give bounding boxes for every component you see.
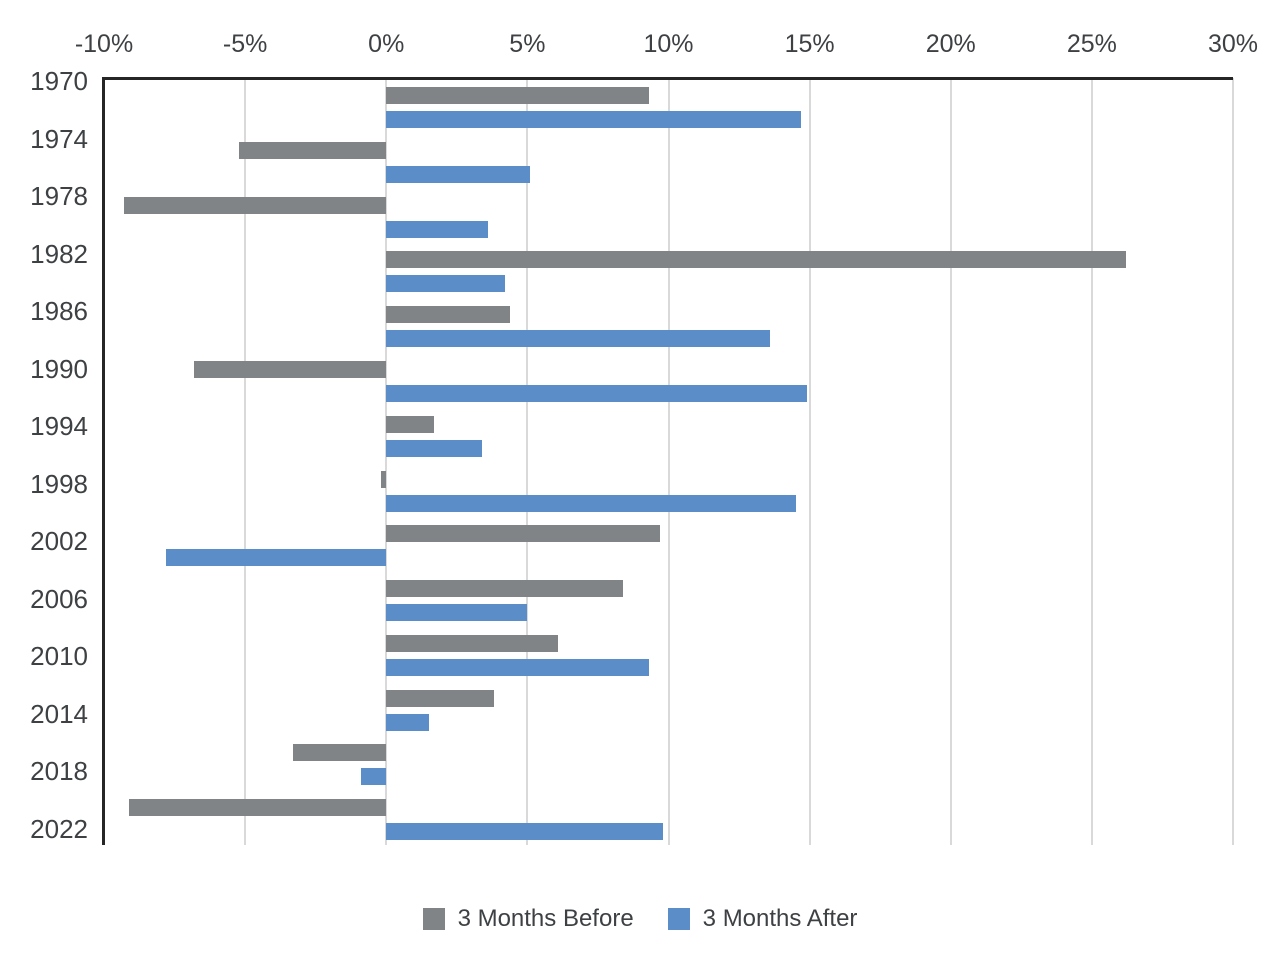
bar-1994-before — [386, 415, 435, 433]
x-tick-label: -10% — [74, 30, 134, 58]
x-tick-label: 20% — [925, 30, 976, 58]
bar-2010-after — [386, 658, 649, 676]
gridline-15 — [808, 78, 811, 845]
bar-1978-after — [386, 220, 488, 238]
x-tick-label: -5% — [222, 30, 268, 58]
bar-2022-before — [129, 799, 387, 817]
y-tick-label: 1970 — [30, 66, 88, 96]
bar-1974-after — [386, 165, 531, 183]
y-tick-label: 1998 — [30, 468, 88, 499]
gridline-0 — [385, 78, 388, 845]
bar-2010-before — [386, 634, 559, 652]
y-tick-label: 1982 — [30, 238, 88, 269]
gridline-25 — [1090, 78, 1093, 845]
y-tick-label: 2014 — [30, 698, 88, 729]
gridline-20 — [949, 78, 952, 845]
y-tick-label: 1994 — [30, 411, 88, 441]
bar-1998-after — [386, 494, 796, 512]
y-tick-label: 2002 — [30, 526, 88, 556]
y-tick-label: 2006 — [30, 583, 88, 614]
gridline-5 — [526, 78, 529, 845]
bar-1994-after — [386, 439, 483, 457]
bar-2014-before — [386, 689, 494, 707]
y-tick-label: 2010 — [30, 641, 88, 671]
y-tick-label: 2022 — [30, 813, 88, 844]
legend-label-after: 3 Months After — [702, 905, 858, 932]
y-tick-label: 1990 — [30, 353, 88, 384]
gridline-10 — [667, 78, 670, 845]
bar-1982-before — [386, 251, 1126, 269]
x-tick-label: 0% — [368, 30, 405, 58]
bar-1970-before — [386, 87, 649, 104]
y-tick-label: 1974 — [30, 123, 88, 154]
gridline-30 — [1232, 78, 1234, 845]
legend-swatch-after — [667, 908, 690, 930]
y-tick-label: 2018 — [30, 756, 88, 786]
x-tick-label: 30% — [1207, 30, 1259, 58]
bar-2002-after — [166, 549, 387, 567]
legend-label-before: 3 Months Before — [457, 905, 634, 932]
x-axis-line — [102, 77, 1233, 80]
y-tick-label: 1978 — [30, 181, 88, 211]
bar-2018-after — [360, 768, 387, 786]
legend: 3 Months Before 3 Months After — [0, 903, 1280, 935]
legend-item-before: 3 Months Before — [422, 903, 634, 935]
y-tick-label: 1986 — [30, 296, 88, 326]
bar-2014-after — [386, 713, 429, 731]
bar-1998-before — [380, 470, 387, 488]
bar-1990-before — [194, 360, 387, 378]
bar-2006-after — [386, 604, 528, 622]
bar-1986-after — [386, 330, 771, 348]
bar-1974-before — [239, 141, 387, 159]
bar-1970-after — [386, 111, 802, 128]
legend-item-after: 3 Months After — [667, 903, 858, 935]
x-tick-label: 25% — [1066, 30, 1117, 58]
bar-1990-after — [386, 384, 807, 402]
bar-2002-before — [386, 525, 661, 543]
y-axis-line — [102, 77, 105, 845]
bar-2006-before — [386, 580, 624, 598]
bar-1978-before — [123, 196, 387, 214]
bar-1982-after — [386, 275, 505, 293]
bar-2018-before — [293, 744, 387, 762]
bar-2022-after — [386, 823, 663, 841]
x-tick-label: 15% — [784, 30, 835, 58]
legend-swatch-before — [422, 908, 445, 930]
x-tick-label: 10% — [643, 30, 694, 58]
gridline--5 — [244, 78, 247, 845]
bar-1986-before — [386, 306, 511, 324]
x-tick-label: 5% — [509, 30, 546, 58]
